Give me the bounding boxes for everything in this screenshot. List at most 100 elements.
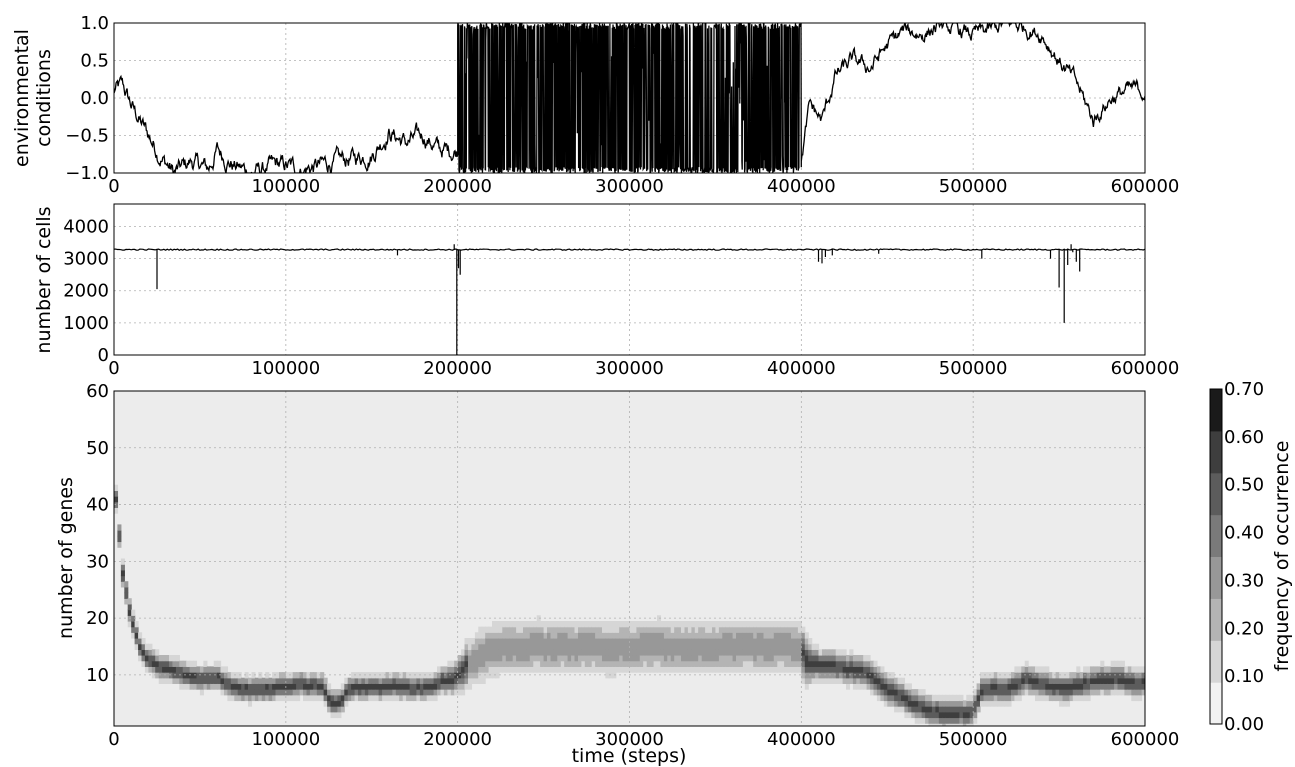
heatmap-cell <box>742 632 747 639</box>
heatmap-cell <box>615 660 620 667</box>
heatmap-cell <box>519 660 524 667</box>
heatmap-cell <box>876 683 881 690</box>
heatmap-cell <box>1021 683 1026 690</box>
heatmap-cell <box>1086 666 1091 673</box>
heatmap-cell <box>667 626 672 633</box>
heatmap-cell <box>1004 700 1009 707</box>
heatmap-cell <box>890 677 895 684</box>
heatmap-cell <box>316 694 321 702</box>
heatmap-cell <box>698 638 703 645</box>
heatmap-cell <box>1028 689 1033 696</box>
heatmap-cell <box>1007 700 1012 707</box>
heatmap-cell <box>1038 694 1043 702</box>
heatmap-cell <box>481 649 486 656</box>
heatmap-cell <box>371 694 376 702</box>
heatmap-cell <box>907 694 912 702</box>
heatmap-cell <box>801 643 806 650</box>
heatmap-cell <box>849 649 854 656</box>
heatmap-cell <box>942 711 947 719</box>
heatmap-cell <box>461 649 466 656</box>
heatmap-cell <box>285 677 290 684</box>
heatmap-cell <box>1117 660 1122 667</box>
heatmap-cells <box>114 484 1145 726</box>
heatmap-cell <box>622 655 627 662</box>
heatmap-cell <box>952 700 957 707</box>
heatmap-cell <box>949 706 954 713</box>
heatmap-cell <box>876 694 881 702</box>
heatmap-cell <box>344 689 349 696</box>
heatmap-cell <box>791 666 796 673</box>
heatmap-cell <box>787 655 792 662</box>
heatmap-cell <box>526 621 531 628</box>
heatmap-cell <box>333 711 338 719</box>
heatmap-cell <box>1011 672 1016 679</box>
heatmap-cell <box>1096 689 1101 696</box>
heatmap-cell <box>866 655 871 662</box>
heatmap-cell <box>175 660 180 667</box>
heatmap-cell <box>901 689 906 696</box>
heatmap-cell <box>822 666 827 673</box>
heatmap-cell <box>316 689 321 696</box>
heatmap-cell <box>323 677 328 684</box>
heatmap-cell <box>210 677 215 684</box>
heatmap-cell <box>292 694 297 702</box>
y-tick-labels: −1.0−0.50.00.51.0 <box>65 13 109 184</box>
heatmap-cell <box>313 689 318 696</box>
heatmap-cell <box>464 643 469 650</box>
heatmap-cell <box>952 706 957 713</box>
heatmap-cell <box>756 666 761 673</box>
heatmap-cell <box>217 683 222 690</box>
heatmap-cell <box>553 643 558 650</box>
heatmap-cell <box>581 632 586 639</box>
heatmap-cell <box>474 638 479 645</box>
heatmap-cell <box>258 689 263 696</box>
heatmap-cell <box>736 666 741 673</box>
heatmap-cell <box>1011 677 1016 684</box>
heatmap-cell <box>591 638 596 645</box>
heatmap-cell <box>471 660 476 667</box>
heatmap-cell <box>639 621 644 628</box>
heatmap-cell <box>375 672 380 679</box>
heatmap-cell <box>313 677 318 684</box>
heatmap-cell <box>440 677 445 684</box>
heatmap-cell <box>320 689 325 696</box>
heatmap-cell <box>797 666 802 673</box>
heatmap-cell <box>657 638 662 645</box>
heatmap-cell <box>935 700 940 707</box>
heatmap-cell <box>206 666 211 673</box>
heatmap-cell <box>784 626 789 633</box>
x-tick-label: 400000 <box>767 176 836 197</box>
heatmap-cell <box>811 643 816 650</box>
heatmap-cell <box>540 643 545 650</box>
heatmap-cell <box>402 683 407 690</box>
heatmap-cell <box>890 689 895 696</box>
heatmap-cell <box>866 683 871 690</box>
heatmap-cell <box>481 660 486 667</box>
heatmap-cell <box>608 643 613 650</box>
heatmap-cell <box>175 677 180 684</box>
heatmap-cell <box>478 626 483 633</box>
heatmap-cell <box>1062 694 1067 702</box>
heatmap-cell <box>787 666 792 673</box>
heatmap-cell <box>251 672 256 679</box>
heatmap-cell <box>519 638 524 645</box>
heatmap-cell <box>643 649 648 656</box>
heatmap-cell <box>327 700 332 707</box>
heatmap-cell <box>533 649 538 656</box>
heatmap-cell <box>681 655 686 662</box>
heatmap-cell <box>715 632 720 639</box>
heatmap-cell <box>509 632 514 639</box>
heatmap-cell <box>471 666 476 673</box>
heatmap-cell <box>144 660 149 667</box>
heatmap-cell <box>437 689 442 696</box>
heatmap-cell <box>454 683 459 690</box>
heatmap-cell <box>1076 683 1081 690</box>
x-tick-label: 100000 <box>251 729 320 750</box>
heatmap-cell <box>739 638 744 645</box>
heatmap-cell <box>550 638 555 645</box>
heatmap-cell <box>117 535 122 543</box>
heatmap-cell <box>811 649 816 656</box>
heatmap-cell <box>492 643 497 650</box>
heatmap-cell <box>498 660 503 667</box>
heatmap-cell <box>148 660 153 667</box>
